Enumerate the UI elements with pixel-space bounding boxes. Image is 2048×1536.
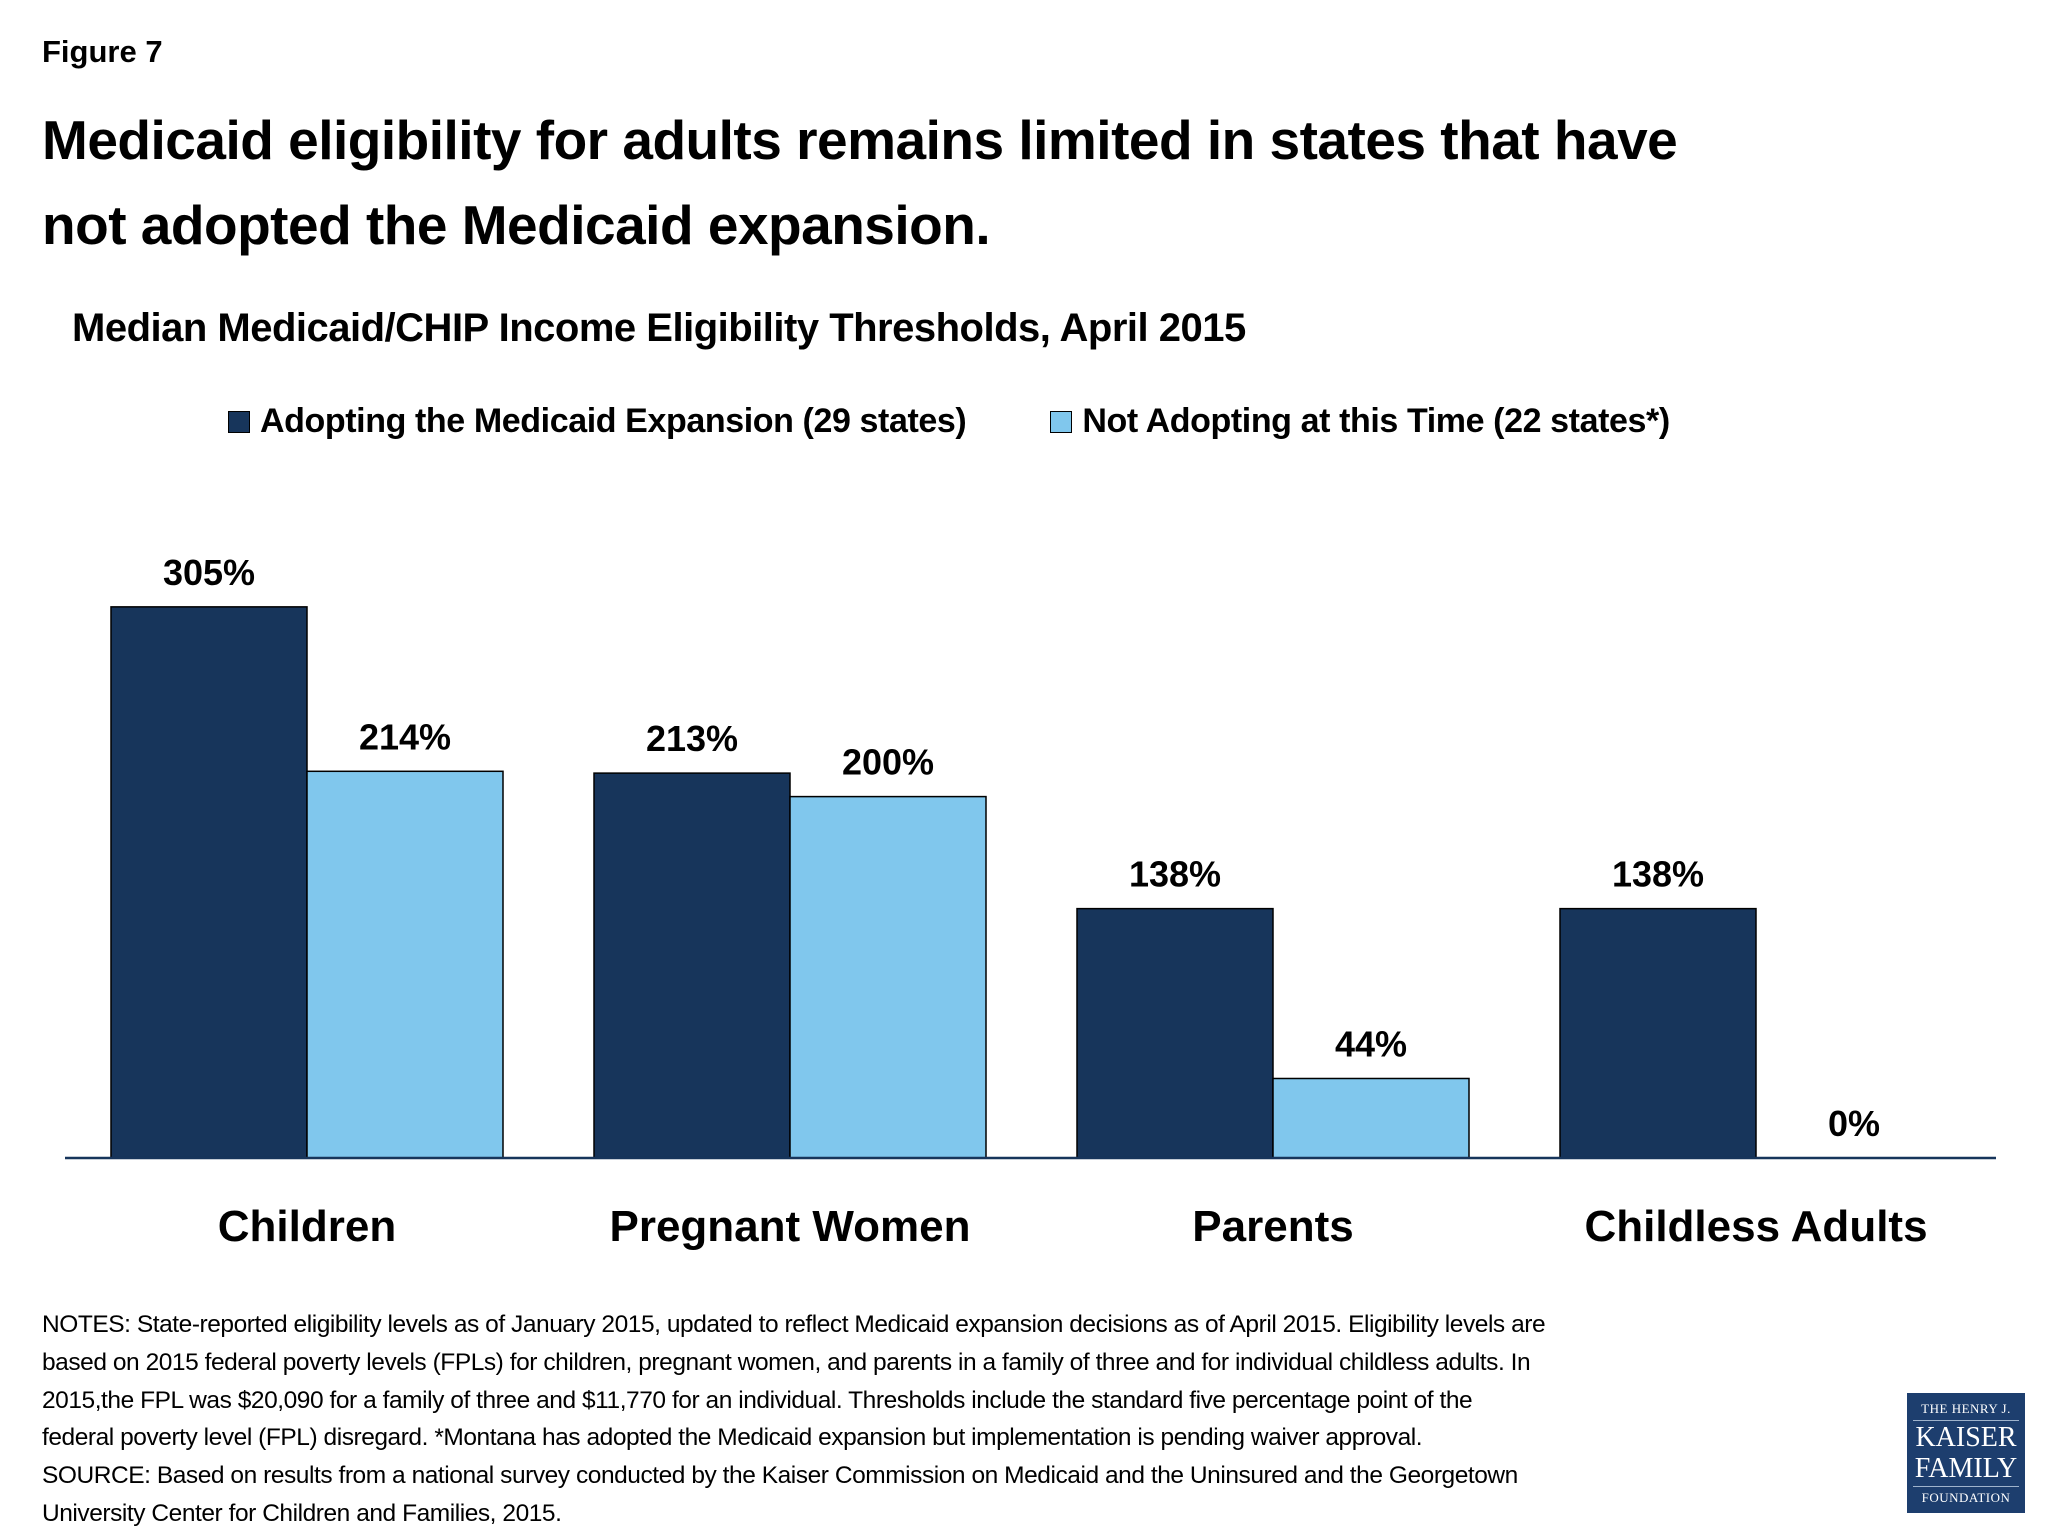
bar-parents-1 [1272,1077,1470,1159]
notes-line: SOURCE: Based on results from a national… [42,1462,1518,1490]
logo-text: THE HENRY J. [1913,1401,2019,1421]
notes-line: based on 2015 federal poverty levels (FP… [42,1348,1531,1376]
data-label: 138% [1129,854,1221,895]
legend: Adopting the Medicaid Expansion (29 stat… [228,402,1670,441]
category-label: Children [218,1202,396,1251]
category-label: Parents [1192,1202,1353,1251]
kff-logo: THE HENRY J. KAISER FAMILY FOUNDATION [1907,1393,2025,1513]
legend-label: Adopting the Medicaid Expansion (29 stat… [260,402,967,440]
title-line: Medicaid eligibility for adults remains … [42,109,1678,171]
bar-chart: 305% 214% Children 213% 200% Pregnant Women 13… [65,552,1996,1251]
category-label: Childless Adults [1584,1202,1927,1251]
notes-line: federal poverty level (FPL) disregard. *… [42,1424,1423,1452]
logo-text: FOUNDATION [1913,1486,2019,1506]
logo-text: KAISER [1915,1422,2017,1453]
bar-childless-adults-0 [1559,907,1757,1159]
data-label: 44% [1335,1023,1407,1064]
notes-line: NOTES: State-reported eligibility levels… [42,1311,1546,1338]
logo-text: FAMILY [1914,1453,2018,1484]
data-label: 138% [1612,854,1704,895]
legend-swatch [1050,410,1073,433]
title-line: not adopted the Medicaid expansion. [42,194,991,256]
bar-parents-0 [1076,907,1274,1159]
bar-pregnant-women-1 [789,795,987,1159]
category-label: Pregnant Women [609,1202,970,1251]
data-label: 214% [359,716,451,757]
data-label: 213% [646,718,738,759]
bar-children-1 [306,770,504,1159]
legend-label: Not Adopting at this Time (22 states*) [1082,402,1670,440]
legend-swatch [228,410,250,433]
bar-pregnant-women-0 [593,772,791,1159]
data-label: 200% [842,742,934,783]
notes-line: University Center for Children and Famil… [42,1499,562,1527]
bar-children-0 [110,606,308,1159]
figure-label: Figure 7 [42,34,163,69]
data-label: 0% [1828,1103,1880,1144]
notes-line: 2015,the FPL was $20,090 for a family of… [42,1386,1473,1414]
notes: NOTES: State-reported eligibility levels… [42,1306,1882,1533]
legend-item-adopting: Adopting the Medicaid Expansion (29 stat… [228,402,967,441]
legend-item-not-adopting: Not Adopting at this Time (22 states*) [1050,402,1670,441]
data-label: 305% [163,552,255,593]
page-title: Medicaid eligibility for adults remains … [42,98,2022,268]
chart-title: Median Medicaid/CHIP Income Eligibility … [72,306,1246,350]
